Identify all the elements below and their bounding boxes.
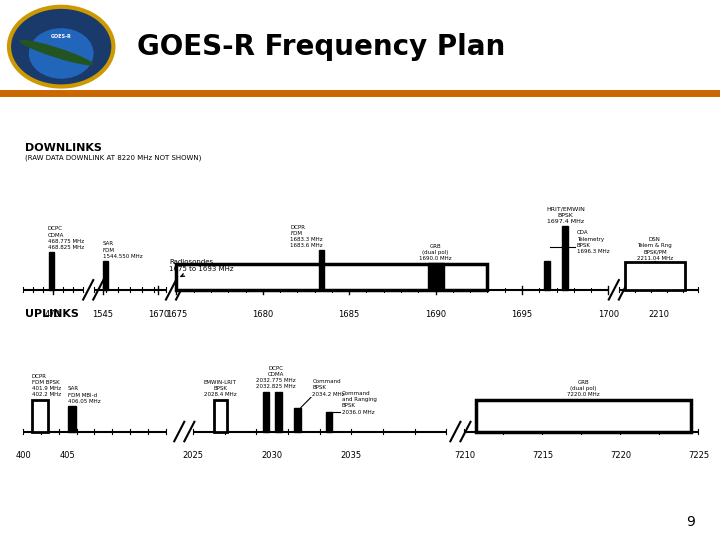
Bar (294, 408, 301, 431)
Bar (562, 226, 567, 290)
Text: Command
BPSK
2034.2 MHz: Command BPSK 2034.2 MHz (312, 379, 345, 396)
Bar (544, 261, 549, 290)
Bar (319, 250, 324, 290)
Bar (326, 413, 333, 431)
Text: (RAW DATA DOWNLINK AT 8220 MHz NOT SHOWN): (RAW DATA DOWNLINK AT 8220 MHz NOT SHOWN… (25, 155, 202, 161)
Text: Command
and Ranging
BPSK
2036.0 MHz: Command and Ranging BPSK 2036.0 MHz (342, 391, 377, 415)
Text: Radiosondes
1675 to 1693 MHz: Radiosondes 1675 to 1693 MHz (169, 259, 234, 276)
Text: DCPR
FDM BPSK
401.9 MHz
402.2 MHz: DCPR FDM BPSK 401.9 MHz 402.2 MHz (32, 374, 61, 397)
Text: DCPC
CDMA
2032.775 MHz
2032.825 MHz: DCPC CDMA 2032.775 MHz 2032.825 MHz (256, 366, 296, 389)
Bar (49, 252, 54, 290)
Text: DSN
Telem & Rng
BPSK/PM
2211.04 MHz: DSN Telem & Rng BPSK/PM 2211.04 MHz (636, 237, 673, 261)
Text: 2025: 2025 (182, 451, 204, 461)
Text: GOES-R Frequency Plan: GOES-R Frequency Plan (137, 32, 505, 60)
Bar (263, 392, 269, 431)
Text: UPLINKS: UPLINKS (25, 308, 79, 319)
Ellipse shape (19, 39, 93, 65)
Text: EMWIN-LRIT
BPSK
2028.4 MHz: EMWIN-LRIT BPSK 2028.4 MHz (204, 380, 236, 397)
Bar (428, 263, 444, 290)
Text: 405: 405 (60, 451, 76, 461)
Text: 7210: 7210 (454, 451, 475, 461)
Text: GRB
(dual pol)
7220.0 MHz: GRB (dual pol) 7220.0 MHz (567, 380, 600, 397)
Bar (214, 400, 227, 431)
Bar (476, 400, 691, 431)
Text: SAR
FDM
1544.550 MHz: SAR FDM 1544.550 MHz (103, 241, 143, 259)
Text: 1680: 1680 (252, 310, 274, 319)
Text: 1695: 1695 (511, 310, 533, 319)
Text: CDA
Telemetry
BPSK
1696.3 MHz: CDA Telemetry BPSK 1696.3 MHz (577, 231, 610, 254)
Text: 400: 400 (15, 451, 31, 461)
Text: 470: 470 (45, 310, 60, 319)
Text: 2035: 2035 (341, 451, 362, 461)
Text: 2030: 2030 (261, 451, 283, 461)
Text: 1690: 1690 (425, 310, 446, 319)
Text: GOES-R: GOES-R (51, 35, 71, 39)
Bar (275, 392, 282, 431)
Text: 7215: 7215 (532, 451, 553, 461)
Text: 7225: 7225 (688, 451, 709, 461)
Bar (32, 400, 48, 431)
Text: HRIT/EMWIN
BPSK
1697.4 MHz: HRIT/EMWIN BPSK 1697.4 MHz (546, 206, 585, 224)
Text: GRB
(dual pol)
1690.0 MHz: GRB (dual pol) 1690.0 MHz (419, 244, 452, 261)
Bar (625, 262, 685, 290)
Bar (176, 264, 487, 290)
Text: DOWNLINKS: DOWNLINKS (25, 143, 102, 153)
Text: DCPC
CDMA
468.775 MHz
468.825 MHz: DCPC CDMA 468.775 MHz 468.825 MHz (48, 226, 84, 250)
Text: 1545: 1545 (92, 310, 114, 319)
Text: 1670: 1670 (148, 310, 169, 319)
Text: 7220: 7220 (610, 451, 631, 461)
Bar (68, 406, 76, 431)
Text: SAR
FDM MBI-d
406.05 MHz: SAR FDM MBI-d 406.05 MHz (68, 387, 100, 404)
Text: 1700: 1700 (598, 310, 619, 319)
Text: 1675: 1675 (166, 310, 187, 319)
Text: 1685: 1685 (338, 310, 360, 319)
Ellipse shape (9, 7, 114, 86)
Bar (103, 261, 108, 290)
Text: DCPR
FDM
1683.3 MHz
1683.6 MHz: DCPR FDM 1683.3 MHz 1683.6 MHz (290, 225, 323, 248)
Text: 2210: 2210 (648, 310, 670, 319)
Text: 9: 9 (686, 515, 695, 529)
Ellipse shape (29, 28, 94, 79)
